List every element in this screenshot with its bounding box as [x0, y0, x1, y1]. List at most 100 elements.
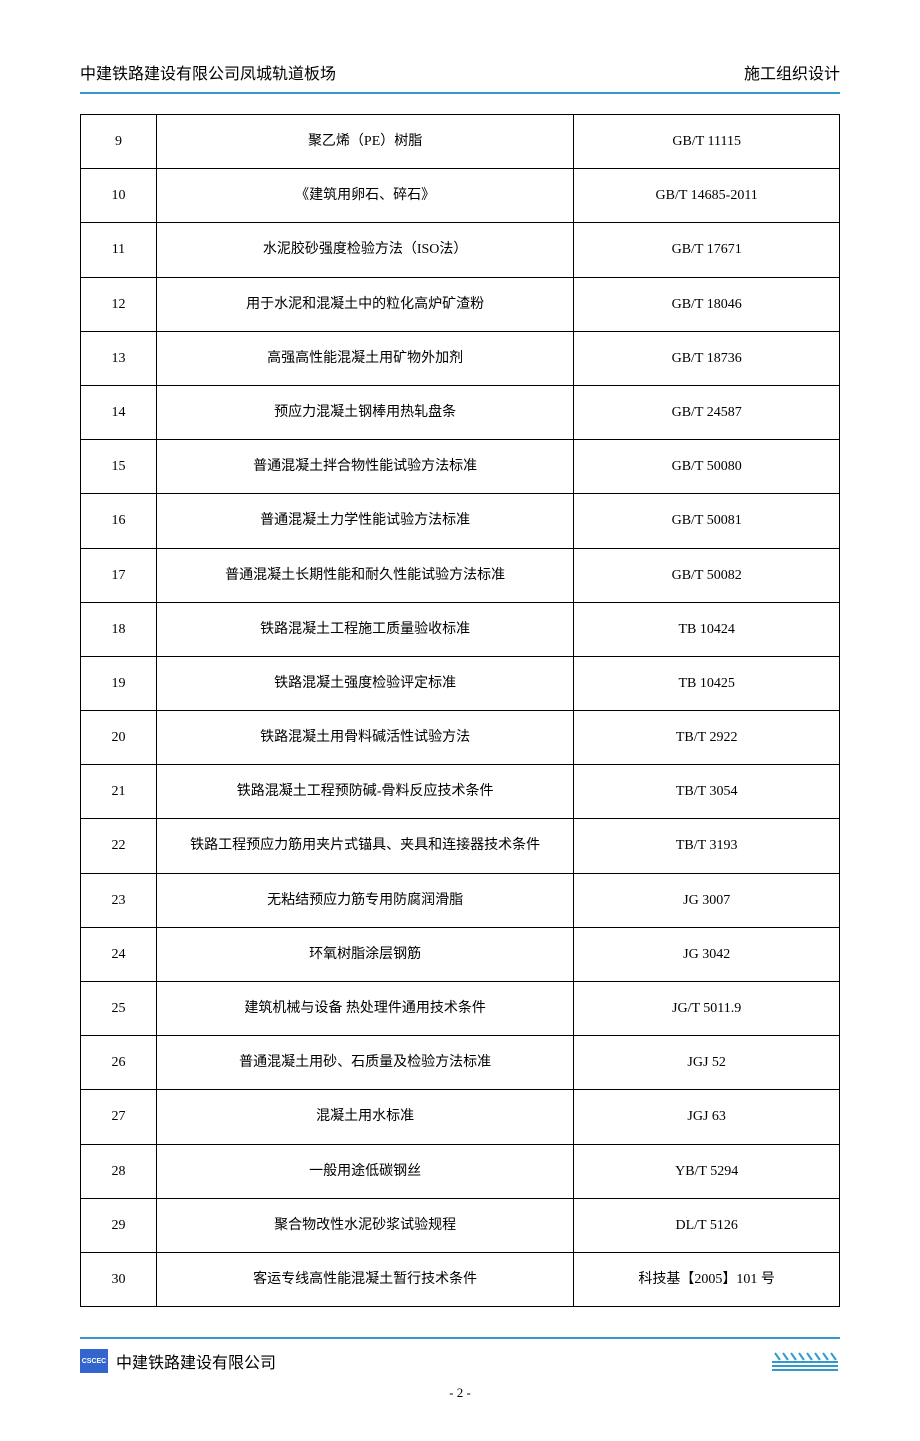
page-footer: CSCEC 中建铁路建设有限公司 — [80, 1349, 840, 1373]
standard-name: 预应力混凝土钢棒用热轧盘条 — [156, 385, 573, 439]
company-logo: CSCEC — [80, 1349, 108, 1373]
table-row: 29聚合物改性水泥砂浆试验规程DL/T 5126 — [81, 1198, 840, 1252]
standard-code: JG/T 5011.9 — [574, 982, 840, 1036]
standard-code: YB/T 5294 — [574, 1144, 840, 1198]
standard-name: 铁路混凝土工程施工质量验收标准 — [156, 602, 573, 656]
standard-code: TB/T 3054 — [574, 765, 840, 819]
page-number: - 2 - — [80, 1385, 840, 1401]
standard-code: JGJ 63 — [574, 1090, 840, 1144]
table-row: 27混凝土用水标准JGJ 63 — [81, 1090, 840, 1144]
row-number: 29 — [81, 1198, 157, 1252]
header-right-text: 施工组织设计 — [744, 60, 840, 84]
standards-table: 9聚乙烯（PE）树脂GB/T 1111510《建筑用卵石、碎石》GB/T 146… — [80, 114, 840, 1307]
standard-name: 用于水泥和混凝土中的粒化高炉矿渣粉 — [156, 277, 573, 331]
standard-name: 混凝土用水标准 — [156, 1090, 573, 1144]
row-number: 14 — [81, 385, 157, 439]
standard-name: 普通混凝土力学性能试验方法标准 — [156, 494, 573, 548]
standard-name: 建筑机械与设备 热处理件通用技术条件 — [156, 982, 573, 1036]
row-number: 11 — [81, 223, 157, 277]
row-number: 16 — [81, 494, 157, 548]
row-number: 28 — [81, 1144, 157, 1198]
standard-name: 普通混凝土长期性能和耐久性能试验方法标准 — [156, 548, 573, 602]
row-number: 23 — [81, 873, 157, 927]
table-row: 26普通混凝土用砂、石质量及检验方法标准JGJ 52 — [81, 1036, 840, 1090]
standard-name: 《建筑用卵石、碎石》 — [156, 169, 573, 223]
standard-code: GB/T 18046 — [574, 277, 840, 331]
header-left-text: 中建铁路建设有限公司凤城轨道板场 — [80, 60, 336, 84]
table-row: 14预应力混凝土钢棒用热轧盘条GB/T 24587 — [81, 385, 840, 439]
table-row: 16普通混凝土力学性能试验方法标准GB/T 50081 — [81, 494, 840, 548]
table-row: 12用于水泥和混凝土中的粒化高炉矿渣粉GB/T 18046 — [81, 277, 840, 331]
table-row: 21铁路混凝土工程预防碱-骨料反应技术条件TB/T 3054 — [81, 765, 840, 819]
row-number: 18 — [81, 602, 157, 656]
standard-name: 无粘结预应力筋专用防腐润滑脂 — [156, 873, 573, 927]
table-row: 24环氧树脂涂层钢筋JG 3042 — [81, 927, 840, 981]
standard-code: GB/T 50080 — [574, 440, 840, 494]
table-row: 19铁路混凝土强度检验评定标准TB 10425 — [81, 656, 840, 710]
standard-code: TB/T 3193 — [574, 819, 840, 873]
standard-name: 聚合物改性水泥砂浆试验规程 — [156, 1198, 573, 1252]
table-row: 9聚乙烯（PE）树脂GB/T 11115 — [81, 115, 840, 169]
standard-code: TB 10425 — [574, 656, 840, 710]
standard-code: GB/T 24587 — [574, 385, 840, 439]
standard-name: 铁路混凝土强度检验评定标准 — [156, 656, 573, 710]
row-number: 26 — [81, 1036, 157, 1090]
row-number: 10 — [81, 169, 157, 223]
standard-name: 铁路混凝土用骨料碱活性试验方法 — [156, 711, 573, 765]
standard-name: 铁路混凝土工程预防碱-骨料反应技术条件 — [156, 765, 573, 819]
row-number: 20 — [81, 711, 157, 765]
row-number: 19 — [81, 656, 157, 710]
table-row: 15普通混凝土拌合物性能试验方法标准GB/T 50080 — [81, 440, 840, 494]
standard-code: GB/T 50081 — [574, 494, 840, 548]
standard-code: JG 3042 — [574, 927, 840, 981]
standard-code: JGJ 52 — [574, 1036, 840, 1090]
standard-code: GB/T 14685-2011 — [574, 169, 840, 223]
table-row: 10《建筑用卵石、碎石》GB/T 14685-2011 — [81, 169, 840, 223]
standard-code: GB/T 50082 — [574, 548, 840, 602]
standard-name: 聚乙烯（PE）树脂 — [156, 115, 573, 169]
standard-code: GB/T 11115 — [574, 115, 840, 169]
table-row: 23无粘结预应力筋专用防腐润滑脂JG 3007 — [81, 873, 840, 927]
table-row: 11水泥胶砂强度检验方法（ISO法）GB/T 17671 — [81, 223, 840, 277]
table-row: 28一般用途低碳钢丝YB/T 5294 — [81, 1144, 840, 1198]
page-header: 中建铁路建设有限公司凤城轨道板场 施工组织设计 — [80, 60, 840, 84]
standard-name: 客运专线高性能混凝土暂行技术条件 — [156, 1252, 573, 1306]
row-number: 12 — [81, 277, 157, 331]
standard-name: 普通混凝土用砂、石质量及检验方法标准 — [156, 1036, 573, 1090]
standard-name: 环氧树脂涂层钢筋 — [156, 927, 573, 981]
footer-divider — [80, 1337, 840, 1339]
row-number: 24 — [81, 927, 157, 981]
standard-name: 铁路工程预应力筋用夹片式锚具、夹具和连接器技术条件 — [156, 819, 573, 873]
table-row: 22铁路工程预应力筋用夹片式锚具、夹具和连接器技术条件TB/T 3193 — [81, 819, 840, 873]
standard-code: GB/T 18736 — [574, 331, 840, 385]
row-number: 17 — [81, 548, 157, 602]
standard-code: JG 3007 — [574, 873, 840, 927]
row-number: 21 — [81, 765, 157, 819]
table-row: 25建筑机械与设备 热处理件通用技术条件JG/T 5011.9 — [81, 982, 840, 1036]
standard-name: 水泥胶砂强度检验方法（ISO法） — [156, 223, 573, 277]
row-number: 9 — [81, 115, 157, 169]
standard-name: 普通混凝土拌合物性能试验方法标准 — [156, 440, 573, 494]
row-number: 25 — [81, 982, 157, 1036]
standard-code: GB/T 17671 — [574, 223, 840, 277]
header-divider — [80, 92, 840, 94]
row-number: 27 — [81, 1090, 157, 1144]
row-number: 30 — [81, 1252, 157, 1306]
row-number: 13 — [81, 331, 157, 385]
table-row: 13高强高性能混凝土用矿物外加剂GB/T 18736 — [81, 331, 840, 385]
row-number: 15 — [81, 440, 157, 494]
standard-name: 一般用途低碳钢丝 — [156, 1144, 573, 1198]
standard-code: TB 10424 — [574, 602, 840, 656]
table-row: 20铁路混凝土用骨料碱活性试验方法TB/T 2922 — [81, 711, 840, 765]
footer-company-name: 中建铁路建设有限公司 — [116, 1349, 276, 1373]
standard-code: 科技基【2005】101 号 — [574, 1252, 840, 1306]
table-row: 30客运专线高性能混凝土暂行技术条件科技基【2005】101 号 — [81, 1252, 840, 1306]
row-number: 22 — [81, 819, 157, 873]
footer-left: CSCEC 中建铁路建设有限公司 — [80, 1349, 276, 1373]
standard-code: TB/T 2922 — [574, 711, 840, 765]
standard-code: DL/T 5126 — [574, 1198, 840, 1252]
table-row: 18铁路混凝土工程施工质量验收标准TB 10424 — [81, 602, 840, 656]
standard-name: 高强高性能混凝土用矿物外加剂 — [156, 331, 573, 385]
table-row: 17普通混凝土长期性能和耐久性能试验方法标准GB/T 50082 — [81, 548, 840, 602]
footer-decoration-icon — [770, 1350, 840, 1372]
